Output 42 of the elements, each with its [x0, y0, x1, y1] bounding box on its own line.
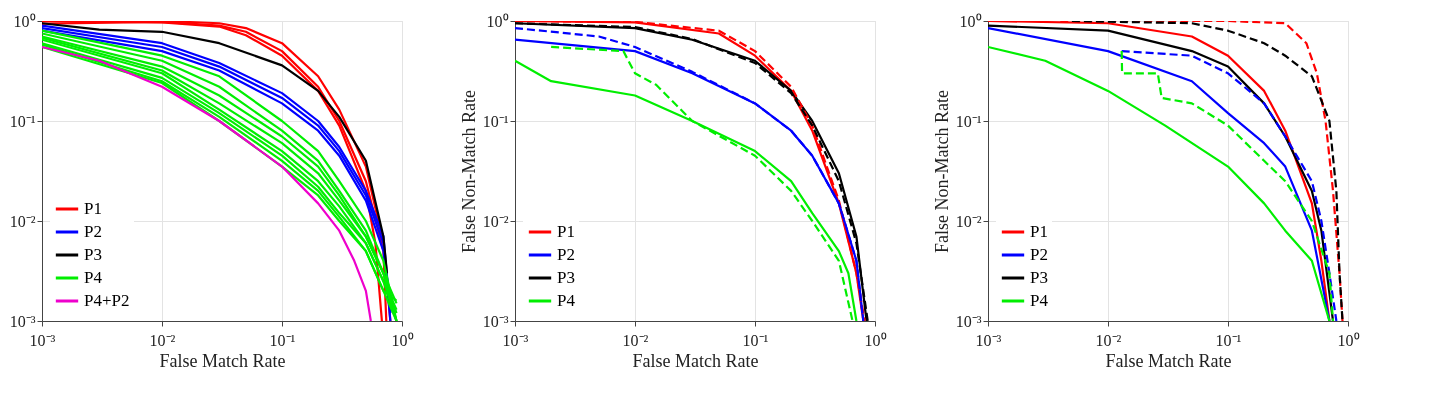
y-tick-label: 10⁻¹	[482, 112, 509, 130]
legend-label: P3	[557, 268, 575, 287]
x-tick-label: 10⁻³	[502, 331, 529, 349]
y-tick-label: 10⁻³	[482, 312, 509, 330]
legend-label: P4+P2	[84, 291, 130, 310]
x-tick-label: 10⁻²	[149, 331, 176, 349]
legend-label: P1	[84, 199, 102, 218]
legend-label: P4	[1030, 291, 1049, 310]
legend-label: P4	[84, 268, 103, 287]
legend-label: P1	[557, 222, 575, 241]
y-tick-label: 10⁻³	[9, 312, 36, 330]
x-axis-title: False Match Rate	[159, 350, 286, 371]
x-tick-label: 10⁻¹	[1215, 331, 1242, 349]
y-tick-label: 10⁰	[959, 12, 982, 30]
x-axis-title: False Match Rate	[1105, 350, 1232, 371]
x-tick-label: 10⁻²	[1095, 331, 1122, 349]
x-tick-label: 10⁰	[391, 331, 414, 349]
y-tick-label: 10⁰	[486, 12, 509, 30]
x-axis-title: False Match Rate	[632, 350, 759, 371]
x-tick-label: 10⁰	[1337, 331, 1360, 349]
y-tick-label: 10⁻³	[955, 312, 982, 330]
y-tick-label: 10⁰	[13, 12, 36, 30]
y-axis-title: False Non-Match Rate	[458, 90, 479, 253]
legend-label: P3	[1030, 268, 1048, 287]
y-tick-label: 10⁻²	[482, 212, 509, 230]
y-axis-title: False Non-Match Rate	[931, 90, 952, 253]
x-tick-label: 10⁻³	[975, 331, 1002, 349]
legend-label: P2	[1030, 245, 1048, 264]
legend-label: P2	[557, 245, 575, 264]
x-tick-label: 10⁻³	[29, 331, 56, 349]
x-tick-label: 10⁻²	[622, 331, 649, 349]
legend-label: P2	[84, 222, 102, 241]
legend-label: P4	[557, 291, 576, 310]
y-tick-label: 10⁻²	[9, 212, 36, 230]
x-tick-label: 10⁻¹	[269, 331, 296, 349]
y-tick-label: 10⁻¹	[955, 112, 982, 130]
x-tick-label: 10⁻¹	[742, 331, 769, 349]
legend-label: P3	[84, 245, 102, 264]
legend-label: P1	[1030, 222, 1048, 241]
x-tick-label: 10⁰	[864, 331, 887, 349]
y-tick-label: 10⁻¹	[9, 112, 36, 130]
y-tick-label: 10⁻²	[955, 212, 982, 230]
